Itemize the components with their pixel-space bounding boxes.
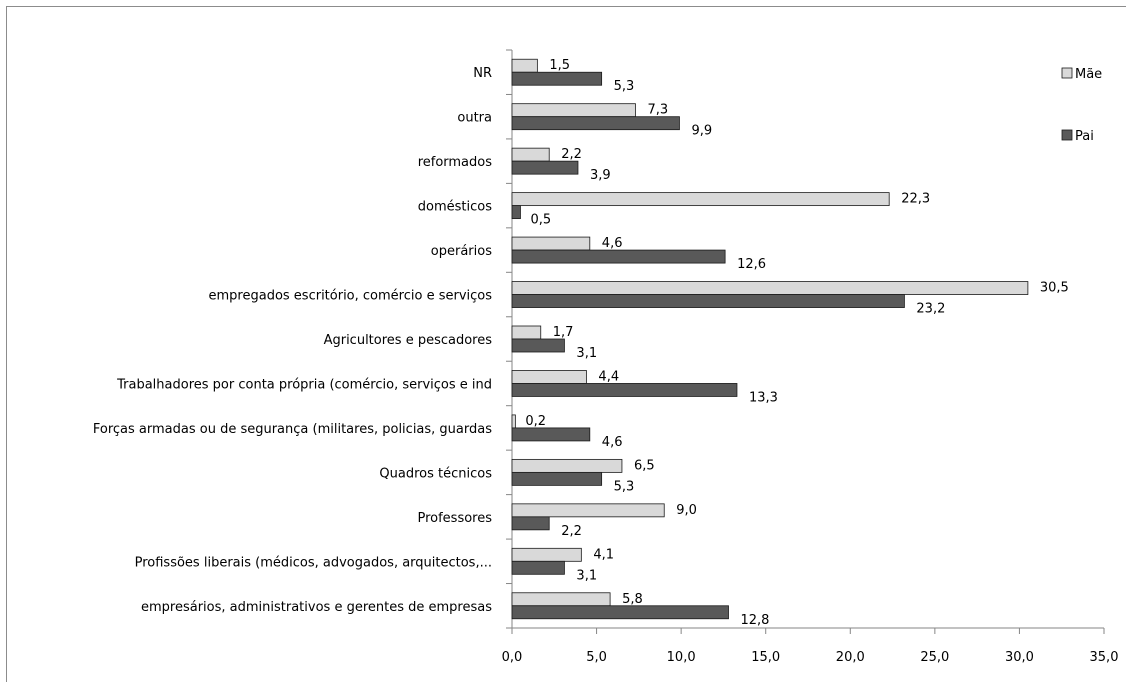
data-label-pai: 23,2 [916,302,945,317]
category-label: operários [431,244,492,259]
x-tick-label: 35,0 [1090,650,1119,665]
bar-pai [511,338,565,353]
bar-mae [511,192,890,207]
legend-label-mae: Mãe [1075,67,1102,82]
bar-pai [511,605,729,620]
category-label: empresários, administrativos e gerentes … [141,600,492,615]
data-label-mae: 6,5 [634,458,655,473]
bar-pai [511,383,738,397]
data-label-pai: 3,9 [590,168,611,183]
bar-pai [511,160,579,175]
legend-label-pai: Pai [1075,129,1094,144]
bar-mae [511,147,550,162]
bar-mae [511,547,582,562]
data-label-mae: 5,8 [622,592,643,607]
bar-pai [511,294,905,308]
bar-mae [511,236,591,251]
legend-swatch-pai [1061,129,1073,141]
x-tick-label: 20,0 [836,650,865,665]
data-label-pai: 12,6 [737,257,766,272]
data-label-mae: 22,3 [901,192,930,207]
data-label-pai: 3,1 [576,346,597,361]
data-label-mae: 30,5 [1040,281,1069,296]
category-label: reformados [418,155,493,170]
bar-mae [511,58,538,73]
x-tick-label: 5,0 [586,650,607,665]
bar-mae [511,592,611,607]
bar-pai [511,427,591,442]
data-label-mae: 7,3 [647,103,668,118]
bar-pai [511,516,550,531]
data-label-pai: 2,2 [561,524,582,539]
data-label-mae: 0,2 [525,414,546,429]
bar-mae [511,370,587,384]
bar-pai [511,560,565,575]
data-label-mae: 1,5 [549,58,570,73]
category-label: Trabalhadores por conta própria (comérci… [116,377,492,392]
category-label: NR [473,66,492,81]
category-label: empregados escritório, comércio e serviç… [209,289,493,304]
category-label: Professores [417,511,492,526]
chart-frame [6,6,1126,682]
data-label-pai: 3,1 [576,568,597,583]
data-label-mae: 1,7 [553,325,574,340]
bar-pai [511,471,603,486]
data-label-mae: 4,4 [598,369,619,384]
bar-mae [511,503,665,518]
data-label-pai: 4,6 [602,435,623,450]
data-label-mae: 2,2 [561,147,582,162]
x-tick-label: 0,0 [502,650,523,665]
bar-pai [511,71,603,86]
x-tick-label: 15,0 [751,650,780,665]
category-label: outra [457,111,492,126]
data-label-mae: 4,6 [602,236,623,251]
x-tick-label: 30,0 [1005,650,1034,665]
data-label-pai: 0,5 [530,213,551,228]
data-label-pai: 13,3 [749,390,778,405]
bar-mae [511,103,636,118]
data-label-pai: 12,8 [741,613,770,628]
bar-mae [511,414,516,429]
bar-pai [511,116,680,131]
data-label-mae: 4,1 [593,547,614,562]
category-label: Forças armadas ou de segurança (militare… [93,422,492,437]
category-label: domésticos [418,200,492,215]
x-tick-label: 25,0 [920,650,949,665]
bar-mae [511,458,623,473]
bar-mae [511,325,542,340]
bar-mae [511,281,1029,295]
bar-pai [511,205,521,220]
category-label: Agricultores e pescadores [324,333,493,348]
category-label: Quadros técnicos [379,466,492,481]
data-label-pai: 5,3 [614,479,635,494]
x-tick-label: 10,0 [667,650,696,665]
legend-swatch-mae [1061,67,1073,79]
data-label-pai: 9,9 [691,124,712,139]
data-label-pai: 5,3 [614,79,635,94]
bar-pai [511,249,726,264]
data-label-mae: 9,0 [676,503,697,518]
category-label: Profissões liberais (médicos, advogados,… [135,555,492,570]
